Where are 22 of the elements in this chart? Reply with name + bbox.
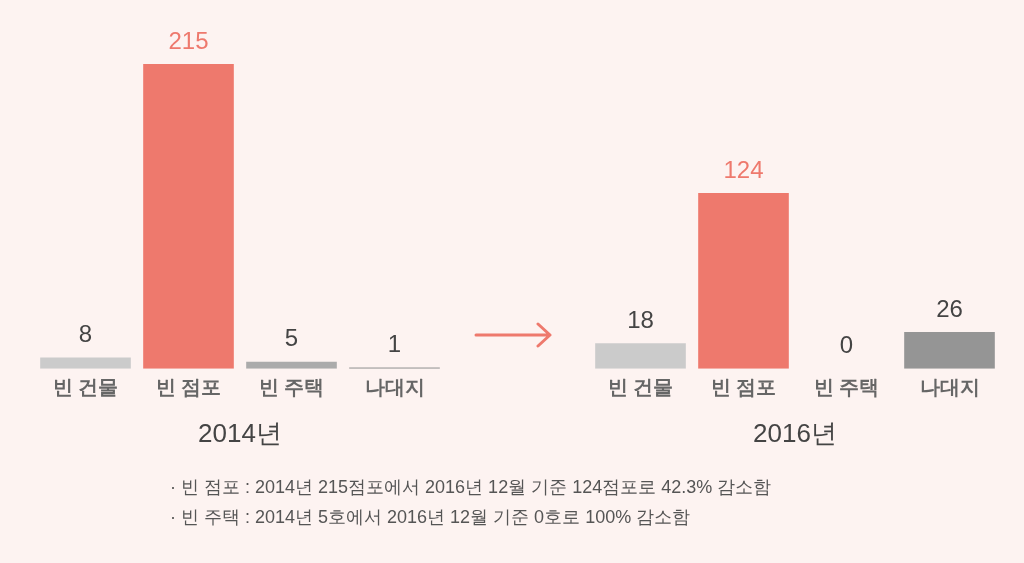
data-label: 1 [387,330,402,358]
x-axis-title: 2014년 [198,417,282,448]
bar [143,64,234,369]
data-label: 124 [723,155,764,183]
x-tick-label: 빈 건물 [607,376,674,399]
data-label: 18 [627,305,654,333]
data-label: 26 [936,294,963,322]
x-tick-label: 빈 주택 [258,376,325,399]
x-tick-label: 빈 점포 [155,376,222,399]
x-tick-label: 빈 주택 [813,376,880,399]
text: · 빈 주택 : 2014년 5호에서 2016년 12월 기준 0호로 100% 감소함 [170,506,692,529]
text: · 빈 점포 : 2014년 215점포에서 2016년 12월 기준 124점포로 42.3% 감소함 [170,476,772,499]
x-axis-title: 2016년 [753,417,837,448]
data-label: 8 [78,320,93,348]
data-label: 5 [284,324,299,352]
x-tick-label: 빈 점포 [710,376,777,399]
x-tick-label: 빈 건물 [52,376,119,399]
data-label: 0 [839,331,854,359]
x-tick-label: 나대지 [364,376,425,399]
x-tick-label: 나대지 [919,376,980,399]
data-label: 215 [168,26,209,54]
bar [40,357,131,369]
